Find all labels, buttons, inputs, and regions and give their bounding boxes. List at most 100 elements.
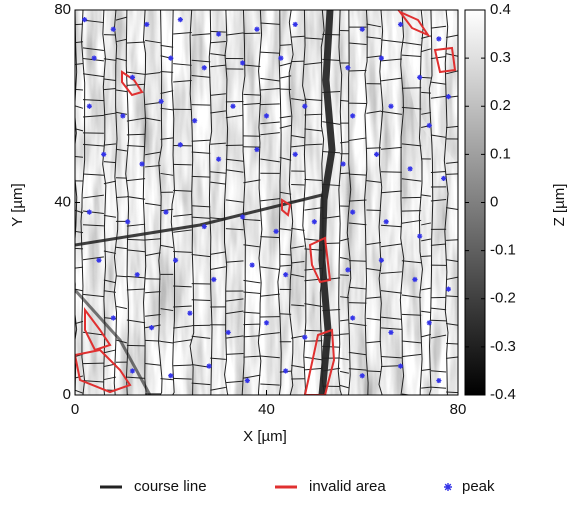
peak <box>345 65 350 70</box>
colorbar-tick-label: -0.4 <box>490 386 516 403</box>
peak <box>206 364 211 369</box>
course-line <box>340 173 349 174</box>
peak <box>111 27 116 32</box>
peak <box>168 56 173 61</box>
course-line <box>75 24 83 25</box>
peak <box>341 161 346 166</box>
peak <box>427 123 432 128</box>
surface <box>73 10 458 397</box>
peak <box>187 311 192 316</box>
peak <box>441 176 446 181</box>
course-line <box>431 320 446 321</box>
course-line <box>243 324 260 325</box>
peak <box>202 65 207 70</box>
peak <box>350 113 355 118</box>
peak <box>417 234 422 239</box>
peak <box>139 161 144 166</box>
peak <box>216 157 221 162</box>
y-tick-label: 40 <box>54 193 71 210</box>
peak <box>178 17 183 22</box>
peak <box>350 315 355 320</box>
peak <box>264 320 269 325</box>
course-line <box>291 201 304 202</box>
peak <box>216 31 221 36</box>
peak <box>250 262 255 267</box>
peak <box>211 277 216 282</box>
x-tick-label: 80 <box>450 401 467 418</box>
peak <box>254 147 259 152</box>
course-line <box>340 334 349 335</box>
peak <box>130 368 135 373</box>
peak <box>427 320 432 325</box>
peak <box>388 330 393 335</box>
peak <box>293 152 298 157</box>
x-tick-label: 0 <box>71 401 79 418</box>
peak <box>226 330 231 335</box>
peak <box>92 56 97 61</box>
peak <box>178 142 183 147</box>
peak <box>202 224 207 229</box>
colorbar-tick-label: 0.3 <box>490 49 511 66</box>
course-line <box>349 261 367 262</box>
peak <box>446 287 451 292</box>
peak <box>417 75 422 80</box>
course-line <box>116 197 127 198</box>
peak <box>192 118 197 123</box>
peak <box>240 60 245 65</box>
peak <box>412 277 417 282</box>
peak <box>360 27 365 32</box>
x-axis-label: X [µm] <box>243 428 287 445</box>
colorbar-tick-label: -0.3 <box>490 338 516 355</box>
peak <box>159 99 164 104</box>
peak <box>350 210 355 215</box>
course-line <box>366 148 381 149</box>
peak <box>398 364 403 369</box>
peak <box>168 373 173 378</box>
peak <box>230 104 235 109</box>
course-line <box>349 70 367 71</box>
course-line <box>75 89 83 90</box>
peak <box>120 113 125 118</box>
peak <box>374 152 379 157</box>
peak <box>87 210 92 215</box>
peak <box>82 17 87 22</box>
peak <box>345 267 350 272</box>
legend-swatch <box>444 483 452 491</box>
peak <box>379 258 384 263</box>
peak <box>101 152 106 157</box>
course-line <box>446 174 458 175</box>
peak <box>293 22 298 27</box>
peak <box>388 104 393 109</box>
peak <box>384 219 389 224</box>
course-line <box>127 345 145 346</box>
y-tick-label: 0 <box>63 386 71 403</box>
colorbar-tick-label: 0.2 <box>490 97 511 114</box>
y-tick-label: 80 <box>54 1 71 18</box>
legend-label: invalid area <box>309 478 386 495</box>
colorbar-tick-label: 0 <box>490 193 498 210</box>
peak <box>144 22 149 27</box>
colorbar-tick-label: 0.1 <box>490 145 511 162</box>
peak <box>273 229 278 234</box>
colorbar-label: Z [µm] <box>551 184 568 227</box>
course-line <box>402 197 421 198</box>
course-line <box>243 94 260 95</box>
peak <box>264 113 269 118</box>
course-line <box>366 210 381 211</box>
peak <box>283 272 288 277</box>
x-tick-label: 40 <box>258 401 275 418</box>
peak <box>398 22 403 27</box>
peak <box>240 214 245 219</box>
course-line <box>173 164 192 165</box>
peak <box>446 94 451 99</box>
peak <box>173 258 178 263</box>
peak <box>111 315 116 320</box>
course-line <box>421 77 431 78</box>
course-line <box>446 240 458 241</box>
peak <box>302 335 307 340</box>
peak <box>312 219 317 224</box>
y-axis-label: Y [µm] <box>9 183 26 226</box>
peak <box>245 378 250 383</box>
course-line <box>127 134 145 135</box>
peak <box>302 104 307 109</box>
